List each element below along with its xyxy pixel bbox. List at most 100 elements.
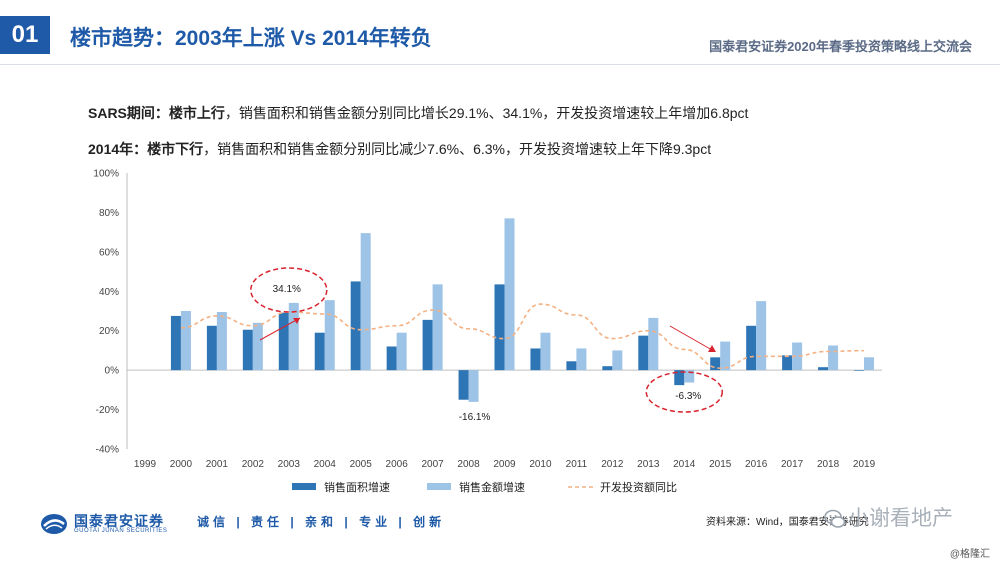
- bar-sales-amount: [648, 317, 659, 371]
- bar-sales-amount: [432, 284, 443, 371]
- bar-sales-area: [206, 325, 217, 371]
- x-tick-label: 2018: [817, 459, 840, 470]
- bar-sales-area: [422, 319, 433, 371]
- y-tick-label: 80%: [99, 208, 119, 219]
- bar-sales-area: [530, 348, 541, 371]
- x-tick-label: 2019: [853, 459, 876, 470]
- x-tick-label: 2014: [673, 459, 696, 470]
- x-tick-label: 2001: [206, 459, 229, 470]
- watermark-text: 小谢看地产: [848, 507, 953, 530]
- bar-sales-area: [278, 312, 289, 371]
- x-tick-label: 2004: [314, 459, 337, 470]
- company-logo-english: GUOTAI JUNAN SECURITIES: [74, 528, 168, 534]
- footer: [0, 494, 1000, 562]
- bar-sales-amount: [828, 345, 839, 371]
- data-source: 资料来源：Wind，国泰君安证券研究: [706, 517, 869, 528]
- y-tick-label: 40%: [99, 287, 119, 298]
- summary-sars-label: SARS期间：楼市上行: [88, 105, 225, 121]
- bar-sales-amount: [864, 357, 875, 371]
- x-tick-label: 2009: [493, 459, 516, 470]
- page-title: 楼市趋势：2003年上涨 Vs 2014年转负: [70, 27, 432, 50]
- y-tick-label: -20%: [96, 405, 119, 416]
- growth-chart: -40% -20% 0% 20% 40% 60% 80% 100% 1999 2000 2001 20…: [93, 169, 882, 494]
- x-tick-label: 2000: [170, 459, 193, 470]
- x-tick-label: 2006: [386, 459, 409, 470]
- bar-sales-amount: [360, 233, 371, 371]
- wechat-icon: [824, 509, 846, 528]
- section-number-badge: 01: [0, 16, 50, 54]
- legend-label: 销售面积增速: [324, 480, 390, 494]
- bar-sales-area: [710, 357, 721, 371]
- x-tick-label: 2016: [745, 459, 768, 470]
- bar-sales-area: [746, 325, 757, 371]
- bar-sales-amount: [180, 311, 191, 371]
- x-tick-label: 2003: [278, 459, 301, 470]
- annotation-arrow-2003: [259, 317, 301, 341]
- highlight-circle-2014: [645, 371, 724, 413]
- legend-swatch: [427, 483, 451, 490]
- bar-sales-area: [602, 366, 613, 371]
- bar-sales-amount: [324, 300, 335, 371]
- y-tick-label: 60%: [99, 247, 119, 258]
- bar-sales-area: [494, 284, 505, 371]
- summary-2014-label: 2014年：楼市下行: [88, 141, 204, 157]
- credit-text: @格隆汇: [949, 549, 990, 560]
- x-tick-label: 1999: [134, 459, 157, 470]
- annotation-label-2014: -6.3%: [675, 391, 701, 402]
- bar-sales-amount: [540, 332, 551, 371]
- x-tick-label: 2010: [529, 459, 552, 470]
- y-tick-label: -40%: [96, 445, 119, 456]
- y-tick-label: 0%: [105, 366, 120, 377]
- company-logo-icon: [41, 514, 67, 534]
- bar-sales-amount: [720, 341, 731, 371]
- summary-2014-text: ，销售面积和销售金额分别同比减少7.6%、6.3%，开发投资增速较上年下降9.3…: [203, 141, 712, 157]
- bar-sales-amount: [468, 370, 479, 402]
- bar-sales-area: [242, 329, 253, 371]
- x-tick-label: 2012: [601, 459, 624, 470]
- event-name: 国泰君安证券2020年春季投资策略线上交流会: [709, 39, 972, 54]
- bar-sales-area: [854, 370, 865, 371]
- company-slogan: 诚信 | 责任 | 亲和 | 专业 | 创新: [197, 515, 446, 529]
- legend-label: 开发投资额同比: [600, 480, 677, 494]
- x-tick-label: 2011: [566, 459, 588, 470]
- bar-sales-area: [458, 370, 469, 400]
- bar-sales-area: [386, 346, 397, 371]
- y-tick-label: 100%: [93, 169, 119, 180]
- x-tick-label: 2005: [350, 459, 373, 470]
- summary-sars-text: ，销售面积和销售金额分别同比增长29.1%、34.1%，开发投资增速较上年增加6…: [224, 105, 749, 121]
- summary-sars: SARS期间：楼市上行，销售面积和销售金额分别同比增长29.1%、34.1%，开…: [88, 103, 748, 123]
- bar-sales-amount: [216, 311, 227, 371]
- bar-sales-area: [314, 332, 325, 371]
- title-divider: [0, 64, 1000, 65]
- bar-sales-area: [818, 367, 829, 371]
- legend-label: 销售金额增速: [459, 480, 525, 494]
- x-tick-label: 2017: [781, 459, 804, 470]
- bar-sales-amount: [504, 218, 515, 371]
- bar-sales-amount: [756, 301, 767, 371]
- badge-divider: [50, 16, 53, 54]
- summary-2014: 2014年：楼市下行，销售面积和销售金额分别同比减少7.6%、6.3%，开发投资…: [88, 139, 711, 159]
- bar-sales-area: [170, 315, 181, 371]
- bar-sales-area: [782, 355, 793, 371]
- x-tick-label: 2015: [709, 459, 732, 470]
- highlight-circle-2003: [250, 267, 328, 313]
- bar-sales-area: [350, 281, 361, 371]
- bar-sales-amount: [288, 302, 299, 371]
- annotation-label-2008: -16.1%: [459, 412, 491, 423]
- bar-sales-amount: [792, 342, 803, 371]
- x-tick-label: 2008: [457, 459, 480, 470]
- bar-sales-amount: [684, 370, 695, 383]
- bar-sales-area: [566, 361, 577, 371]
- y-tick-label: 20%: [99, 326, 119, 337]
- x-tick-label: 2013: [637, 459, 660, 470]
- annotation-label-2003: 34.1%: [273, 284, 301, 295]
- company-logo-name: 国泰君安证券: [74, 513, 164, 529]
- bar-sales-area: [674, 370, 685, 386]
- bar-sales-amount: [612, 350, 623, 371]
- bar-sales-amount: [252, 322, 263, 371]
- annotation-arrowhead-2003: [293, 318, 300, 324]
- bar-sales-amount: [396, 332, 407, 371]
- bar-sales-amount: [576, 348, 587, 371]
- x-tick-label: 2002: [242, 459, 265, 470]
- bar-sales-area: [638, 335, 649, 371]
